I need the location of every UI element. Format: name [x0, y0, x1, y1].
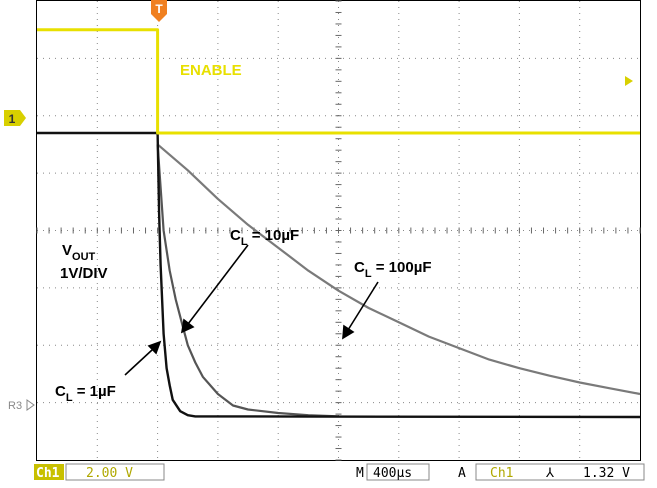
trace-layer — [37, 28, 641, 419]
series-cl1-line — [37, 131, 641, 419]
ch1-marker: 1 — [4, 110, 26, 126]
vout-scale-label: 1V/DIV — [60, 265, 108, 282]
cl100-arrow — [347, 281, 379, 331]
cl100-arrowhead — [342, 324, 355, 340]
series-enable-line — [37, 28, 640, 135]
cl100-label: CL = 100µF — [354, 259, 432, 280]
status-trig-slope: ⅄ — [545, 466, 554, 481]
ref-marker-label: R3 — [8, 400, 22, 412]
status-timebase: 400µs — [373, 466, 412, 481]
enable-level-marker — [625, 76, 633, 86]
cl10-arrow — [187, 244, 249, 325]
vout-label: VOUT — [62, 242, 96, 263]
status-ch-label: Ch1 — [36, 466, 60, 481]
cl1-arrowhead — [147, 340, 162, 355]
enable-label: ENABLE — [180, 62, 242, 79]
cl1-arrow — [124, 349, 153, 376]
trigger-marker: T — [151, 0, 167, 22]
ref-marker: R3 — [8, 399, 35, 412]
status-m: M — [356, 466, 364, 481]
status-volts-div: 2.00 V — [86, 466, 133, 481]
cl10-arrowhead — [180, 318, 195, 334]
cl10-label: CL = 10µF — [230, 227, 299, 248]
status-a: A — [458, 466, 466, 481]
series-cl100-line — [156, 143, 641, 396]
ch1-marker-label: 1 — [9, 112, 16, 126]
graticule-grid — [36, 0, 641, 461]
status-ch-badge — [34, 464, 64, 480]
status-trig-level: 1.32 V — [583, 466, 630, 481]
status-trig-src: Ch1 — [490, 466, 513, 481]
trigger-marker-label: T — [155, 2, 163, 16]
cl1-label: CL = 1µF — [55, 383, 116, 404]
status-bar: Ch1 2.00 V M 400µs A Ch1 ⅄ 1.32 V — [34, 463, 645, 481]
annotation-arrows — [124, 244, 379, 376]
series-cl10-line — [156, 144, 339, 418]
